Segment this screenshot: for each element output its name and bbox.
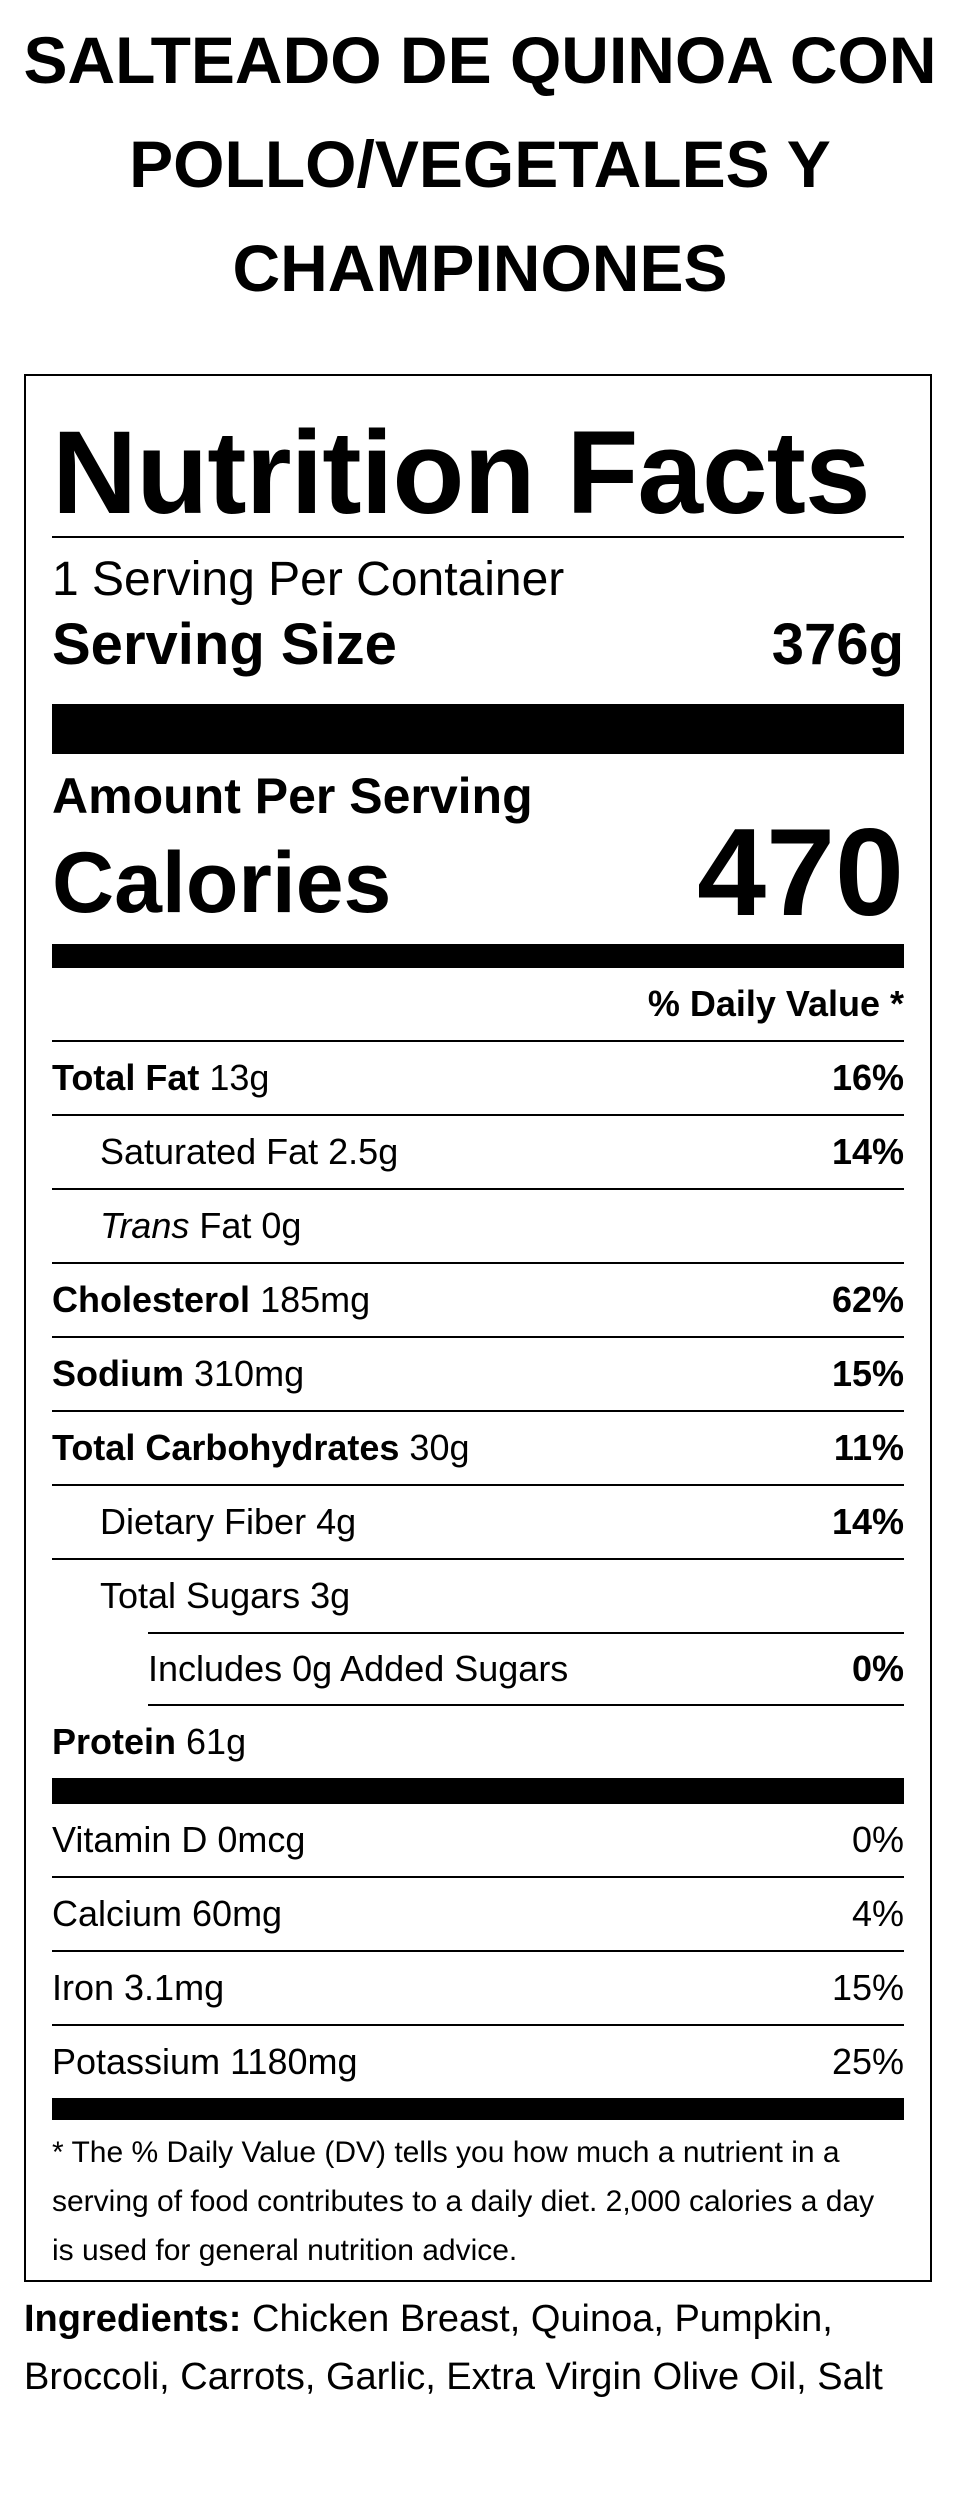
nutrient-name: Includes 0g Added Sugars <box>148 1648 569 1689</box>
calories-value: 470 <box>697 804 904 942</box>
nutrient-row-total-sugars: Total Sugars 3g <box>52 1560 904 1632</box>
product-title-line: CHAMPINONES <box>232 231 728 305</box>
nutrient-amount: 2.5g <box>328 1131 399 1172</box>
nutrient-dv: 0% <box>851 1648 904 1689</box>
servings-per-container: 1 Serving Per Container <box>52 553 565 606</box>
nutrition-facts-heading: Nutrition Facts <box>52 407 871 539</box>
nutrient-name: Cholesterol <box>52 1279 251 1320</box>
nutrient-dv: 14% <box>831 1131 904 1172</box>
nutrition-facts-label: Nutrition Facts 1 Serving Per Container … <box>24 374 932 2282</box>
daily-value-header: % Daily Value * <box>52 968 904 1042</box>
calories-row: Calories 470 <box>52 804 904 942</box>
nutrient-name: Sodium <box>52 1353 184 1394</box>
nutrient-amount: 30g <box>409 1427 470 1468</box>
nutrient-row-dietary-fiber: Dietary Fiber 4g 14% <box>52 1486 904 1560</box>
nutrient-name: Saturated Fat <box>100 1131 319 1172</box>
amount-per-serving: Amount Per Serving <box>52 768 533 824</box>
nutrient-name-italic: Trans <box>100 1205 190 1246</box>
ingredients-list: Chicken Breast, Quinoa, Pumpkin, Broccol… <box>24 2298 883 2398</box>
product-title-line: SALTEADO DE QUINOA CON <box>23 23 937 97</box>
nutrient-amount: 3g <box>310 1575 351 1616</box>
product-title: SALTEADO DE QUINOA CON POLLO/VEGETALES Y… <box>20 0 940 320</box>
product-title-line: POLLO/VEGETALES Y <box>129 127 831 201</box>
vitamin-dv: 0% <box>851 1819 904 1860</box>
nutrient-name: Fat <box>199 1205 252 1246</box>
vitamin-dv: 4% <box>851 1893 904 1934</box>
nutrient-amount: 13g <box>209 1057 270 1098</box>
vitamin-divider <box>52 1778 904 1804</box>
medium-divider <box>52 944 904 968</box>
vitamin-text: Calcium 60mg <box>52 1893 283 1934</box>
nutrient-name: Protein <box>52 1721 177 1762</box>
serving-size-value: 376g <box>771 612 904 677</box>
vitamin-dv: 15% <box>831 1967 904 2008</box>
thick-divider <box>52 704 904 754</box>
nutrient-row-total-fat: Total Fat 13g 16% <box>52 1042 904 1116</box>
nutrient-name: Total Carbohydrates <box>52 1427 400 1468</box>
nutrient-amount: 4g <box>316 1501 357 1542</box>
nutrient-name: Dietary Fiber <box>100 1501 307 1542</box>
nutrient-dv: 15% <box>831 1353 904 1394</box>
nutrient-row-sodium: Sodium 310mg 15% <box>52 1338 904 1412</box>
nutrient-amount: 61g <box>186 1721 247 1762</box>
daily-value-footnote: * The % Daily Value (DV) tells you how m… <box>52 2136 875 2267</box>
nutrient-dv: 11% <box>833 1427 904 1468</box>
nutrient-amount: 185mg <box>260 1279 371 1320</box>
vitamin-row-calcium: Calcium 60mg 4% <box>52 1878 904 1952</box>
nutrient-dv: 16% <box>831 1057 904 1098</box>
serving-size-row: Serving Size 376g <box>52 610 904 680</box>
nutrient-name: Total Sugars <box>100 1575 301 1616</box>
vitamin-text: Iron 3.1mg <box>52 1967 225 2008</box>
nutrient-dv: 62% <box>831 1279 904 1320</box>
calories-label: Calories <box>52 835 392 931</box>
ingredients-label: Ingredients: <box>24 2298 242 2340</box>
nutrient-amount: 0g <box>261 1205 302 1246</box>
nutrient-dv: 14% <box>831 1501 904 1542</box>
divider <box>52 536 904 538</box>
serving-size-label: Serving Size <box>52 612 397 677</box>
nutrient-row-added-sugars: Includes 0g Added Sugars 0% <box>148 1632 904 1706</box>
nutrient-name: Total Fat <box>52 1057 200 1098</box>
nutrient-row-total-carbohydrates: Total Carbohydrates 30g 11% <box>52 1412 904 1486</box>
nutrient-row-protein: Protein 61g <box>52 1706 904 1778</box>
footnote-divider <box>52 2098 904 2120</box>
vitamin-text: Potassium 1180mg <box>52 2041 358 2082</box>
ingredients: Ingredients: Chicken Breast, Quinoa, Pum… <box>24 2290 936 2406</box>
vitamin-row-potassium: Potassium 1180mg 25% <box>52 2026 904 2098</box>
nutrient-row-cholesterol: Cholesterol 185mg 62% <box>52 1264 904 1338</box>
nutrient-amount: 310mg <box>194 1353 305 1394</box>
nutrient-row-trans-fat: Trans Fat 0g <box>52 1190 904 1264</box>
vitamin-row-vitamin-d: Vitamin D 0mcg 0% <box>52 1804 904 1878</box>
vitamin-text: Vitamin D 0mcg <box>52 1819 306 1860</box>
vitamin-dv: 25% <box>831 2041 904 2082</box>
nutrient-row-saturated-fat: Saturated Fat 2.5g 14% <box>52 1116 904 1190</box>
vitamin-row-iron: Iron 3.1mg 15% <box>52 1952 904 2026</box>
